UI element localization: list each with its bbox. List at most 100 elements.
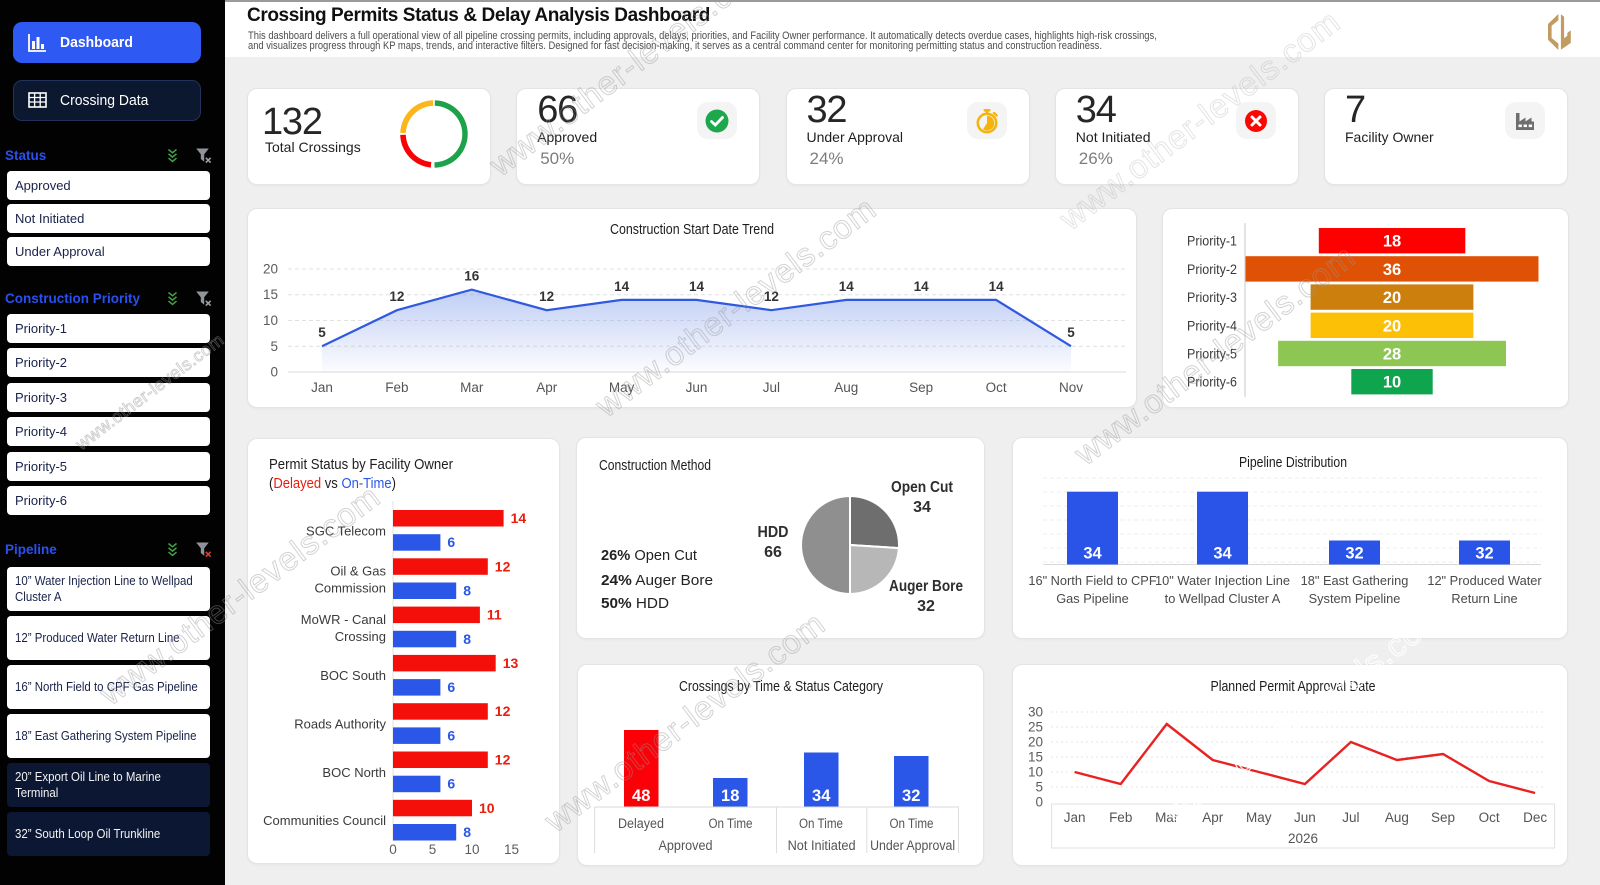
- svg-text:Priority-3: Priority-3: [1187, 289, 1237, 305]
- svg-text:Oil & Gas: Oil & Gas: [330, 564, 386, 579]
- svg-text:Priority-5: Priority-5: [1187, 346, 1237, 362]
- svg-text:13: 13: [503, 655, 519, 671]
- svg-text:On Time: On Time: [890, 816, 934, 831]
- svg-text:Feb: Feb: [1109, 810, 1132, 825]
- svg-text:SGC Telecom: SGC Telecom: [306, 523, 386, 538]
- svg-text:34: 34: [913, 499, 931, 516]
- svg-text:12: 12: [389, 289, 404, 304]
- svg-text:Jan: Jan: [311, 380, 333, 395]
- svg-text:24% Auger Bore: 24% Auger Bore: [601, 572, 713, 589]
- svg-text:6: 6: [447, 776, 455, 792]
- svg-text:25: 25: [1028, 720, 1043, 735]
- svg-text:32: 32: [1345, 545, 1363, 563]
- svg-text:12: 12: [495, 558, 511, 574]
- svg-text:Not Initiated: Not Initiated: [788, 838, 856, 853]
- svg-text:Priority-1: Priority-1: [1187, 233, 1237, 249]
- svg-text:Aug: Aug: [1385, 810, 1409, 825]
- svg-text:Crossings by Time & Status Cat: Crossings by Time & Status Category: [679, 678, 883, 695]
- svg-text:5: 5: [1035, 780, 1043, 795]
- svg-text:MoWR - Canal: MoWR - Canal: [301, 612, 386, 627]
- svg-text:Jul: Jul: [1342, 810, 1359, 825]
- svg-text:10" Water Injection Line: 10" Water Injection Line: [1155, 573, 1290, 588]
- svg-text:14: 14: [989, 279, 1005, 294]
- svg-text:34: 34: [1213, 545, 1232, 563]
- svg-text:66: 66: [764, 544, 782, 561]
- svg-text:5: 5: [1067, 325, 1075, 340]
- svg-text:Jul: Jul: [763, 380, 780, 395]
- svg-text:36: 36: [1383, 261, 1401, 279]
- svg-text:6: 6: [447, 727, 455, 743]
- svg-text:18" East Gathering: 18" East Gathering: [1301, 573, 1409, 588]
- svg-text:20: 20: [1383, 317, 1401, 335]
- svg-text:Oct: Oct: [986, 380, 1007, 395]
- svg-text:10: 10: [464, 842, 479, 857]
- svg-text:2026: 2026: [1288, 831, 1318, 846]
- svg-text:On Time: On Time: [709, 816, 753, 831]
- svg-text:11: 11: [487, 607, 502, 623]
- svg-text:Priority-4: Priority-4: [1187, 317, 1237, 333]
- svg-text:Jan: Jan: [1064, 810, 1086, 825]
- svg-text:14: 14: [914, 279, 930, 294]
- svg-text:15: 15: [1028, 750, 1043, 765]
- svg-text:5: 5: [270, 339, 278, 354]
- svg-text:Oct: Oct: [1479, 810, 1500, 825]
- svg-text:HDD: HDD: [758, 524, 789, 541]
- svg-text:Apr: Apr: [536, 380, 558, 395]
- svg-text:28: 28: [1383, 346, 1401, 364]
- svg-text:16: 16: [464, 269, 480, 284]
- svg-text:20: 20: [1028, 735, 1043, 750]
- svg-text:10: 10: [263, 313, 278, 328]
- svg-text:Under Approval: Under Approval: [870, 838, 955, 853]
- svg-text:10: 10: [1028, 765, 1043, 780]
- svg-text:Jun: Jun: [1294, 810, 1316, 825]
- svg-text:5: 5: [429, 842, 437, 857]
- svg-text:14: 14: [614, 279, 630, 294]
- svg-text:Priority-2: Priority-2: [1187, 261, 1237, 277]
- svg-text:(Delayed vs On-Time): (Delayed vs On-Time): [269, 475, 396, 492]
- svg-text:Mar: Mar: [460, 380, 484, 395]
- svg-text:Priority-6: Priority-6: [1187, 374, 1237, 390]
- svg-text:May: May: [609, 380, 635, 395]
- svg-text:Roads Authority: Roads Authority: [294, 717, 386, 732]
- svg-text:Crossing: Crossing: [335, 629, 386, 644]
- svg-text:6: 6: [447, 679, 455, 695]
- svg-text:Sep: Sep: [1431, 810, 1455, 825]
- svg-text:0: 0: [1035, 795, 1043, 810]
- svg-text:12" Produced Water: 12" Produced Water: [1427, 573, 1542, 588]
- svg-text:10: 10: [479, 800, 495, 816]
- svg-text:26% Open Cut: 26% Open Cut: [601, 547, 698, 564]
- svg-text:32: 32: [1475, 545, 1493, 563]
- svg-text:Mar: Mar: [1155, 810, 1179, 825]
- svg-text:18: 18: [721, 787, 739, 805]
- svg-text:34: 34: [812, 787, 831, 805]
- svg-text:48: 48: [632, 787, 650, 805]
- svg-text:12: 12: [539, 289, 554, 304]
- svg-text:12: 12: [495, 703, 511, 719]
- svg-text:System Pipeline: System Pipeline: [1309, 591, 1401, 606]
- svg-text:0: 0: [270, 365, 278, 380]
- svg-text:Auger Bore: Auger Bore: [889, 578, 963, 595]
- svg-text:50% HDD: 50% HDD: [601, 595, 669, 612]
- svg-text:BOC North: BOC North: [322, 765, 386, 780]
- svg-text:Return Line: Return Line: [1451, 591, 1517, 606]
- svg-text:Communities Council: Communities Council: [263, 813, 386, 828]
- svg-text:10: 10: [1383, 374, 1401, 392]
- svg-text:6: 6: [447, 534, 455, 550]
- svg-text:Open Cut: Open Cut: [891, 479, 954, 496]
- svg-text:14: 14: [511, 510, 527, 526]
- svg-text:30: 30: [1028, 705, 1043, 720]
- svg-text:32: 32: [917, 598, 935, 615]
- svg-text:Nov: Nov: [1059, 380, 1083, 395]
- svg-text:12: 12: [764, 289, 779, 304]
- svg-text:Aug: Aug: [834, 380, 858, 395]
- svg-text:Sep: Sep: [909, 380, 933, 395]
- svg-text:8: 8: [463, 583, 471, 599]
- svg-text:16" North Field to CPF: 16" North Field to CPF: [1028, 573, 1156, 588]
- svg-text:May: May: [1246, 810, 1272, 825]
- svg-text:Dec: Dec: [1523, 810, 1547, 825]
- svg-text:Planned Permit Approval Date: Planned Permit Approval Date: [1211, 678, 1376, 695]
- svg-text:Gas Pipeline: Gas Pipeline: [1056, 591, 1129, 606]
- svg-text:18: 18: [1383, 233, 1401, 251]
- svg-text:Commission: Commission: [314, 581, 386, 596]
- svg-text:8: 8: [463, 824, 471, 840]
